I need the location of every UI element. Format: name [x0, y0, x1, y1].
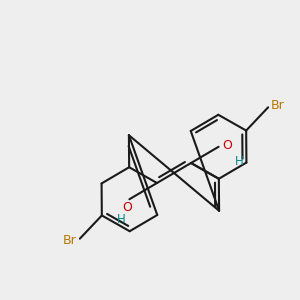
Text: O: O — [122, 201, 132, 214]
Text: O: O — [223, 139, 232, 152]
Text: H: H — [117, 213, 126, 226]
Text: H: H — [235, 155, 243, 168]
Text: Br: Br — [63, 234, 77, 247]
Text: Br: Br — [271, 99, 285, 112]
